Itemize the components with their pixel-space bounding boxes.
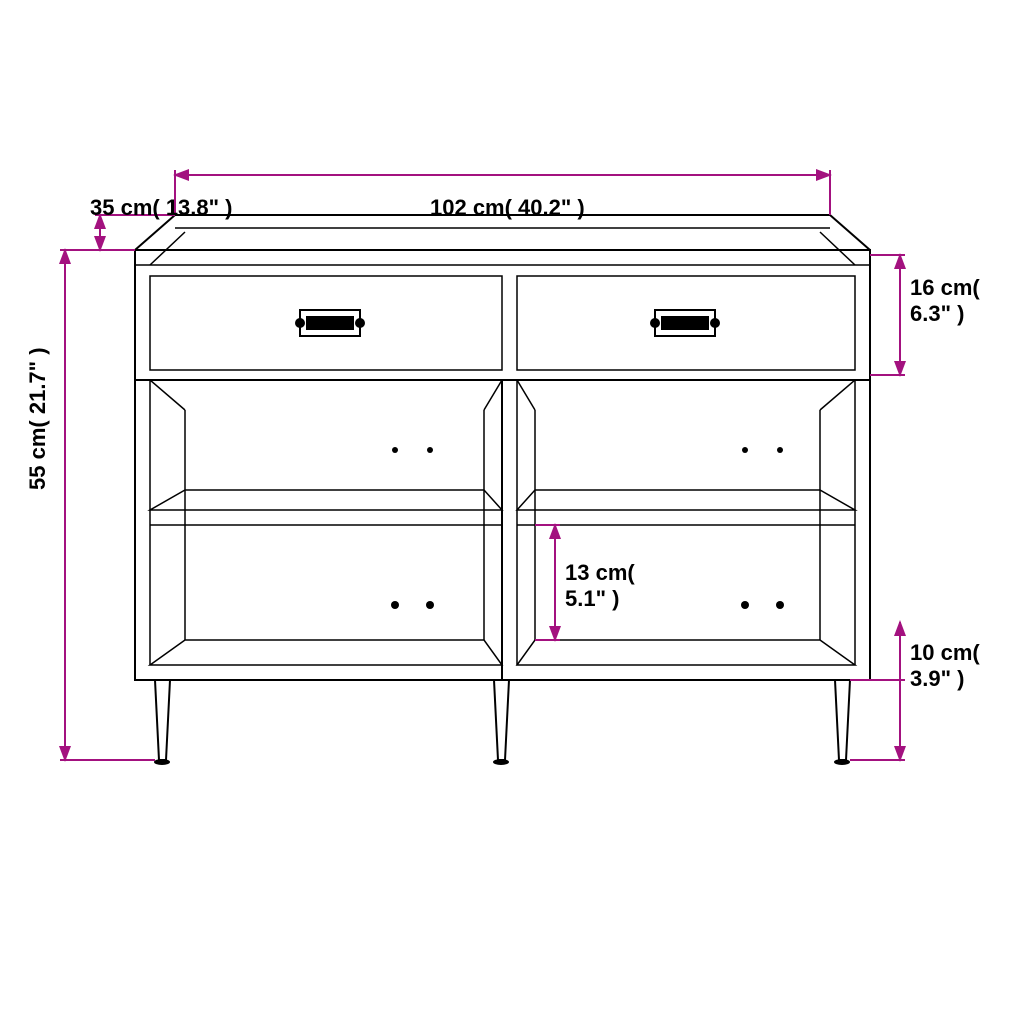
- leg-mid: [493, 680, 509, 765]
- dim-label-leg: 10 cm( 3.9" ): [910, 640, 980, 692]
- drawer-handle-left: [295, 310, 365, 336]
- leg-front-right: [834, 680, 850, 765]
- dimension-lines: [60, 170, 905, 760]
- leg-front-left: [154, 680, 170, 765]
- dim-label-depth: 35 cm( 13.8" ): [90, 195, 233, 221]
- technical-drawing: [0, 0, 1024, 1024]
- dim-label-height: 55 cm( 21.7" ): [25, 347, 51, 490]
- furniture-outline: [135, 215, 870, 765]
- dim-label-shelf: 13 cm( 5.1" ): [565, 560, 635, 612]
- dim-label-drawer: 16 cm( 6.3" ): [910, 275, 980, 327]
- dim-label-width: 102 cm( 40.2" ): [430, 195, 585, 221]
- drawer-handle-right: [650, 310, 720, 336]
